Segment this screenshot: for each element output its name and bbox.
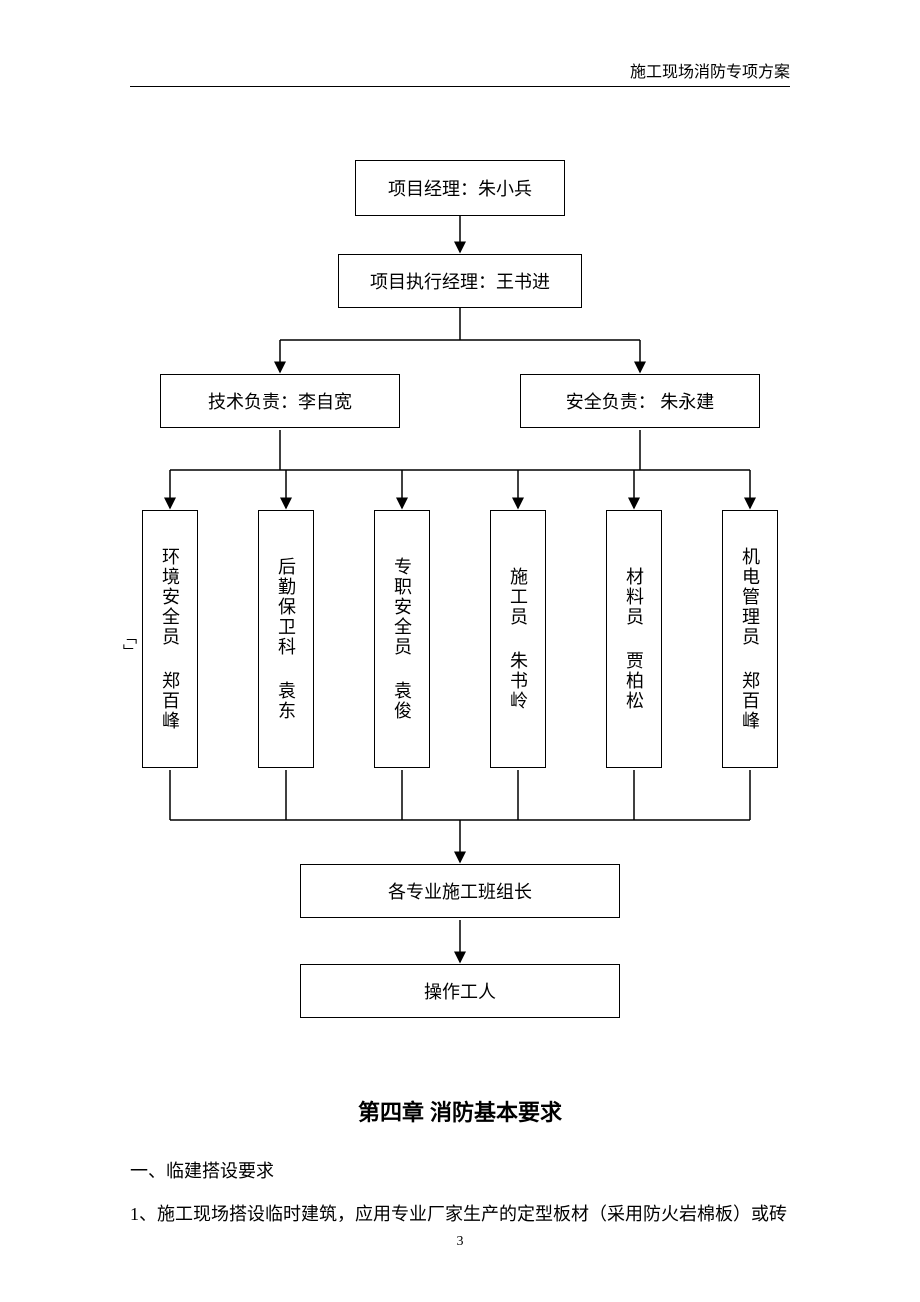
running-header: 施工现场消防专项方案 bbox=[630, 58, 790, 82]
page-number: 3 bbox=[0, 1234, 920, 1250]
role-name-4: 贾柏松 bbox=[621, 651, 647, 711]
body-line-1: 一、临建搭设要求 bbox=[130, 1155, 274, 1187]
role-title-1: 后勤保卫科 bbox=[273, 557, 299, 657]
header-rule bbox=[130, 86, 790, 87]
org-chart: 项目经理：朱小兵 项目执行经理：王书进 技术负责：李自宽 安全负责： 朱永建 环… bbox=[100, 160, 820, 1030]
role-title-3: 施工员 bbox=[505, 567, 531, 627]
node-project-manager: 项目经理：朱小兵 bbox=[355, 160, 565, 216]
role-name-5: 郑百峰 bbox=[737, 671, 763, 731]
node-role-5: 机电管理员 郑百峰 bbox=[722, 510, 778, 768]
node-role-3: 施工员 朱书岭 bbox=[490, 510, 546, 768]
node-safety-lead: 安全负责： 朱永建 bbox=[520, 374, 760, 428]
node-role-2: 专职安全员 袁俊 bbox=[374, 510, 430, 768]
role-name-3: 朱书岭 bbox=[505, 651, 531, 711]
role-title-4: 材料员 bbox=[621, 567, 647, 627]
node-role-1: 后勤保卫科 袁东 bbox=[258, 510, 314, 768]
body-line-2: 1、施工现场搭设临时建筑，应用专业厂家生产的定型板材（采用防火岩棉板）或砖 bbox=[130, 1198, 787, 1230]
role-name-0: 郑百峰 bbox=[157, 671, 183, 731]
role-title-5: 机电管理员 bbox=[737, 547, 763, 647]
node-role-0: 环境安全员 郑百峰 bbox=[142, 510, 198, 768]
role-name-2: 袁俊 bbox=[389, 681, 415, 721]
document-page: 施工现场消防专项方案 bbox=[0, 0, 920, 1302]
node-workers: 操作工人 bbox=[300, 964, 620, 1018]
chapter-title: 第四章 消防基本要求 bbox=[0, 1095, 920, 1127]
node-role-4: 材料员 贾柏松 bbox=[606, 510, 662, 768]
node-team-leaders: 各专业施工班组长 bbox=[300, 864, 620, 918]
node-exec-manager: 项目执行经理：王书进 bbox=[338, 254, 582, 308]
role-name-1: 袁东 bbox=[273, 681, 299, 721]
side-annotation: ﹁﹂ bbox=[118, 630, 138, 658]
role-title-2: 专职安全员 bbox=[389, 557, 415, 657]
node-tech-lead: 技术负责：李自宽 bbox=[160, 374, 400, 428]
role-title-0: 环境安全员 bbox=[157, 547, 183, 647]
